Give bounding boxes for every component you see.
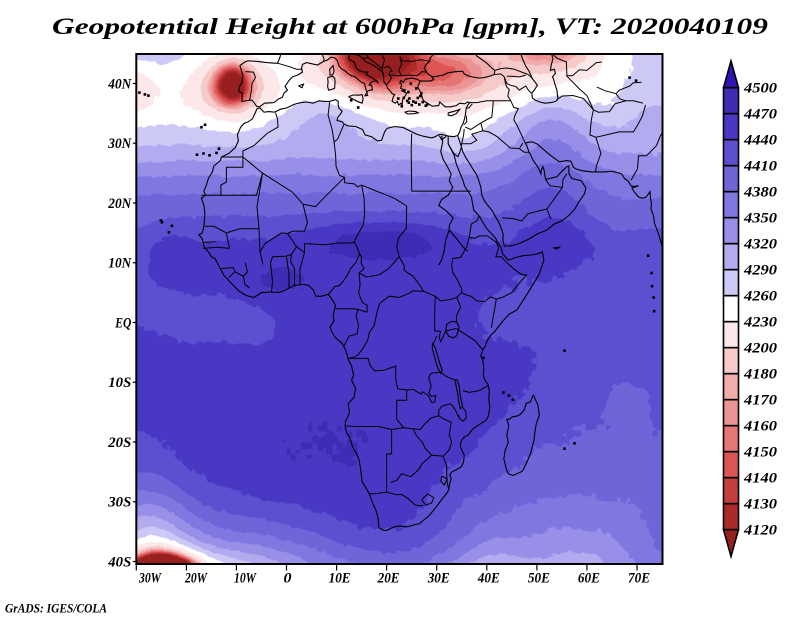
svg-text:30N: 30N xyxy=(107,136,131,152)
svg-text:4170: 4170 xyxy=(743,393,777,409)
svg-text:GrADS: IGES/COLA: GrADS: IGES/COLA xyxy=(5,602,107,616)
svg-text:Geopotential Height at 600hPa: Geopotential Height at 600hPa [gpm], VT:… xyxy=(52,14,769,39)
svg-text:4150: 4150 xyxy=(743,445,777,461)
svg-text:4500: 4500 xyxy=(743,81,777,97)
svg-text:4470: 4470 xyxy=(743,107,777,123)
svg-text:4290: 4290 xyxy=(743,263,777,279)
svg-text:4380: 4380 xyxy=(743,185,777,201)
svg-text:20W: 20W xyxy=(184,571,208,587)
svg-text:4160: 4160 xyxy=(743,419,777,435)
svg-text:4140: 4140 xyxy=(743,471,777,487)
svg-text:70E: 70E xyxy=(628,571,650,587)
svg-text:10E: 10E xyxy=(329,571,351,587)
svg-text:4260: 4260 xyxy=(743,289,777,305)
svg-text:EQ: EQ xyxy=(115,315,132,331)
svg-text:4180: 4180 xyxy=(743,367,777,383)
svg-text:30W: 30W xyxy=(138,571,162,587)
svg-text:4200: 4200 xyxy=(743,341,777,357)
svg-text:30S: 30S xyxy=(107,495,131,511)
svg-text:4440: 4440 xyxy=(743,133,777,149)
svg-text:60E: 60E xyxy=(578,571,600,587)
svg-text:0: 0 xyxy=(284,571,292,587)
svg-text:10N: 10N xyxy=(108,256,131,272)
svg-text:20E: 20E xyxy=(377,571,400,587)
svg-text:20S: 20S xyxy=(107,435,131,451)
svg-text:4350: 4350 xyxy=(743,211,777,227)
svg-text:4410: 4410 xyxy=(743,159,777,175)
svg-text:4120: 4120 xyxy=(743,523,777,539)
svg-text:4230: 4230 xyxy=(743,315,777,331)
svg-text:40N: 40N xyxy=(107,76,131,92)
svg-text:40S: 40S xyxy=(107,554,131,570)
svg-text:30E: 30E xyxy=(427,571,450,587)
svg-text:10W: 10W xyxy=(234,571,257,587)
svg-text:10S: 10S xyxy=(108,375,131,391)
svg-text:4130: 4130 xyxy=(743,497,777,513)
svg-text:50E: 50E xyxy=(528,571,550,587)
svg-text:40E: 40E xyxy=(477,571,500,587)
svg-text:20N: 20N xyxy=(107,196,131,212)
svg-text:4320: 4320 xyxy=(743,237,777,253)
